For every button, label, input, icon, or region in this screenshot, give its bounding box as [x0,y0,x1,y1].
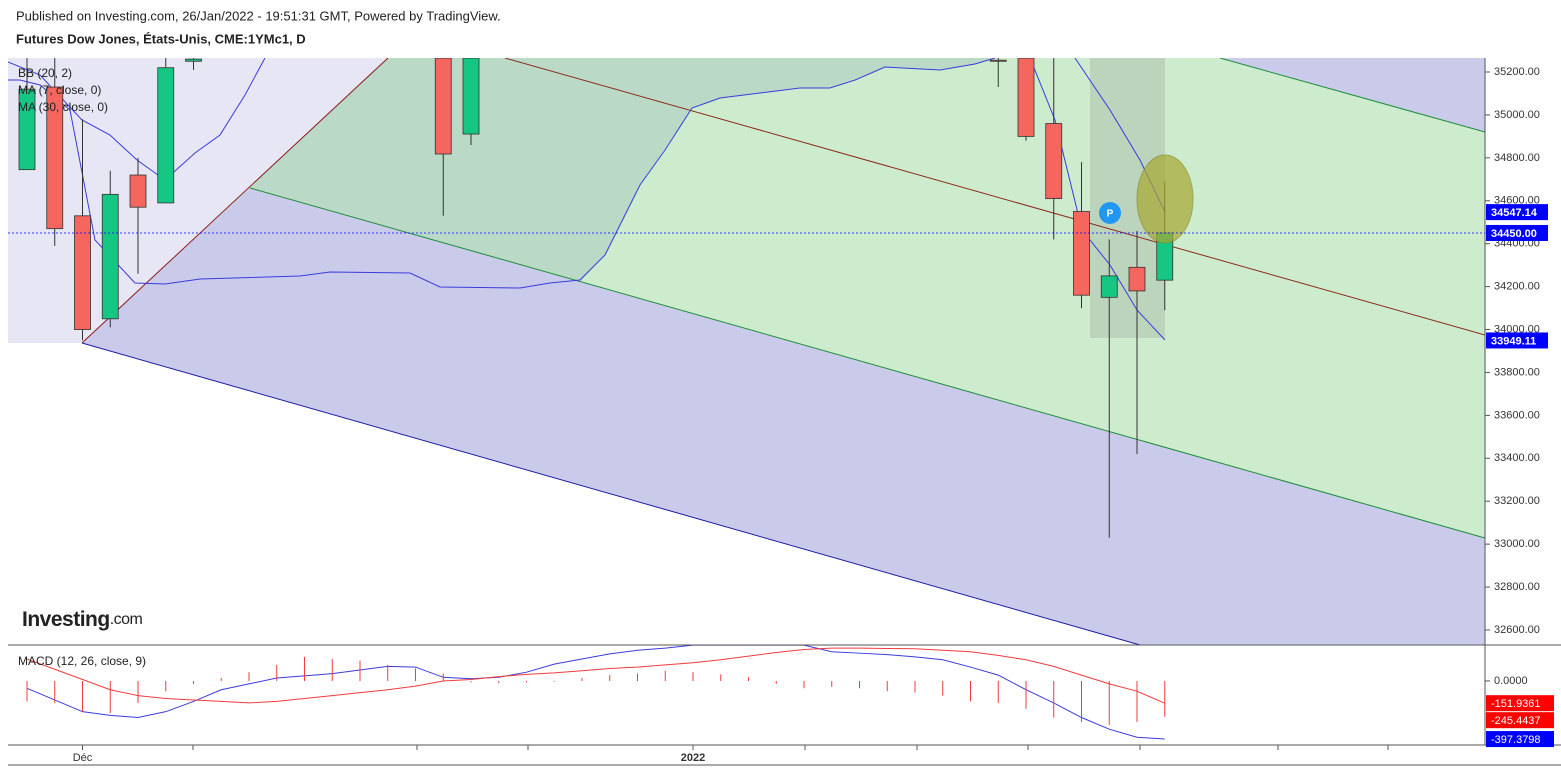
logo-name: Investing [22,608,110,631]
macd-title: MACD (12, 26, close, 9) [18,654,146,668]
candle-body [434,58,452,155]
axes: Déc 2022 32600.00 32800.00 33000.00 33200.00 3… [8,66,1554,764]
value-label: -397.3798 [1491,734,1541,746]
marker-circle [1099,202,1121,224]
candle-body [1073,211,1090,296]
logo-suffix: .com [110,611,143,628]
pitchfork-upper [81,58,389,344]
indicator: MA (7, close, 0) [18,83,101,97]
candle-body [1100,275,1118,298]
pitchfork-upper-inner [1219,58,1485,133]
macd-panel [26,645,1166,740]
price-box [1486,204,1548,221]
y-tick-label: 33600.00 [1494,409,1540,421]
candle-body [129,174,147,208]
macd-line [26,645,1165,740]
candle-body [101,193,119,320]
y-tick-label: 0.0000 [1494,675,1528,687]
fill-band [82,58,995,343]
logo: Investing.com [22,608,143,631]
value-label: -151.9361 [1491,698,1541,710]
chart-title: Futures Dow Jones, États-Unis, CME:1YMc1… [16,31,306,46]
candle-body [18,88,36,171]
value-label: -245.4437 [1491,715,1541,727]
fill-purple [82,188,1485,645]
candle-body [1017,58,1035,137]
candle-body [157,67,175,204]
value-box [1486,695,1554,712]
value-box [1486,731,1554,748]
indicator: MA (30, close, 0) [18,100,108,114]
highlight [1136,154,1194,244]
header: Published on Investing.com, 26/Jan/2022 … [16,8,501,23]
price-box [1486,332,1548,349]
y-tick-label: 33000.00 [1494,538,1540,550]
y-tick-label: 34600.00 [1494,195,1540,207]
y-tick-label: 33400.00 [1494,452,1540,464]
y-tick-label: 34000.00 [1494,323,1540,335]
y-tick-label: 35000.00 [1494,109,1540,121]
y-tick-label: 32800.00 [1494,581,1540,593]
candle-body [185,58,202,62]
candle-body [989,59,1007,62]
indicator: BB (20, 2) [18,66,72,80]
x-tick-label: Déc [73,752,93,764]
price-box [1486,224,1548,241]
candle-body [1045,123,1063,200]
y-tick-label: 34800.00 [1494,152,1540,164]
value-box [1486,712,1554,729]
price-label: 33949.11 [1491,335,1536,347]
y-tick-label: 32600.00 [1494,624,1540,636]
time-ticks [192,745,1389,750]
candle-body [46,86,64,230]
candle-body [1128,266,1146,292]
marker: P [1107,209,1114,220]
macd-line [26,647,1165,704]
candle-body [462,58,480,135]
price-label: 34547.14 [1491,207,1538,219]
x-tick-label: 2022 [681,752,705,764]
pitchfork-lower [81,342,1141,645]
y-tick-label: 33800.00 [1494,366,1540,378]
candle-body [74,215,91,330]
bb-lower-right [1029,58,1166,341]
pitchfork-median [504,58,1485,336]
candles [18,58,1174,538]
y-tick-label: 35200.00 [1494,66,1540,78]
price-label: 34450.00 [1491,228,1537,240]
pitchfork-lower-inner [249,187,1485,539]
y-tick-label: 33200.00 [1494,495,1540,507]
y-tick-label: 34200.00 [1494,281,1540,293]
